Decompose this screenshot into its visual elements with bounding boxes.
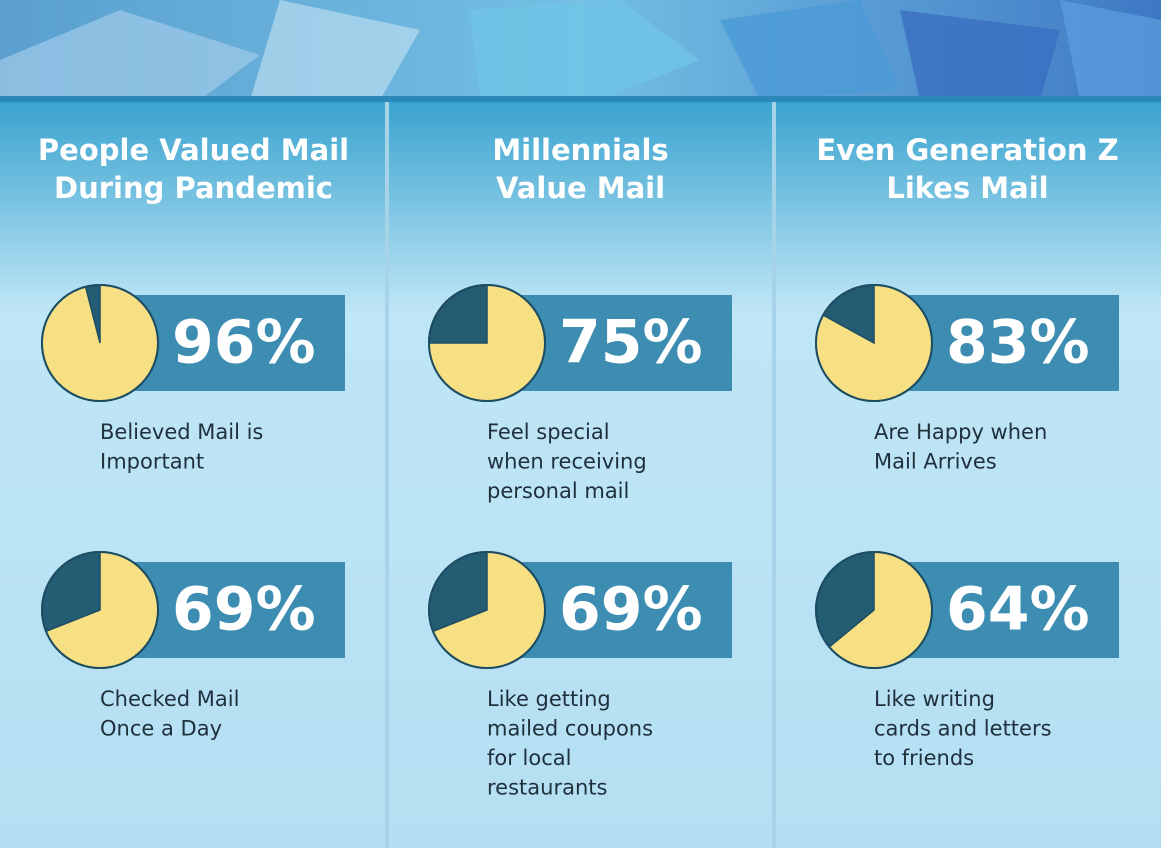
pie-outline (428, 284, 546, 402)
caption: when receiving (487, 450, 647, 474)
caption: Like getting (487, 687, 611, 711)
caption: Are Happy when (874, 420, 1047, 444)
caption: Mail Arrives (874, 450, 997, 474)
column-title: Likes Mail (886, 171, 1048, 205)
caption: personal mail (487, 479, 629, 503)
value-label: 75% (559, 308, 703, 378)
caption: mailed coupons (487, 717, 653, 741)
caption: Believed Mail is (100, 420, 263, 444)
caption: cards and letters (874, 717, 1052, 741)
caption: Feel special (487, 420, 610, 444)
column-divider (772, 102, 776, 848)
pie-outline (428, 551, 546, 669)
value-label: 64% (946, 575, 1090, 645)
value-label: 69% (559, 575, 703, 645)
value-label: 83% (946, 308, 1090, 378)
background (0, 102, 1161, 848)
pie-outline (815, 551, 933, 669)
column-title: Value Mail (496, 171, 665, 205)
column-title: People Valued Mail (38, 133, 349, 167)
column-title: Even Generation Z (816, 133, 1118, 167)
column-title: During Pandemic (54, 171, 333, 205)
caption: restaurants (487, 776, 607, 800)
value-label: 96% (172, 308, 316, 378)
caption: Like writing (874, 687, 995, 711)
caption: for local (487, 746, 571, 770)
value-label: 69% (172, 575, 316, 645)
column-title: Millennials (492, 133, 668, 167)
caption: Important (100, 450, 204, 474)
column-divider (385, 102, 389, 848)
pie-outline (815, 284, 933, 402)
header-image (0, 0, 1161, 102)
caption: Checked Mail (100, 687, 239, 711)
pie-outline (41, 284, 159, 402)
pie-outline (41, 551, 159, 669)
caption: Once a Day (100, 717, 222, 741)
caption: to friends (874, 746, 974, 770)
